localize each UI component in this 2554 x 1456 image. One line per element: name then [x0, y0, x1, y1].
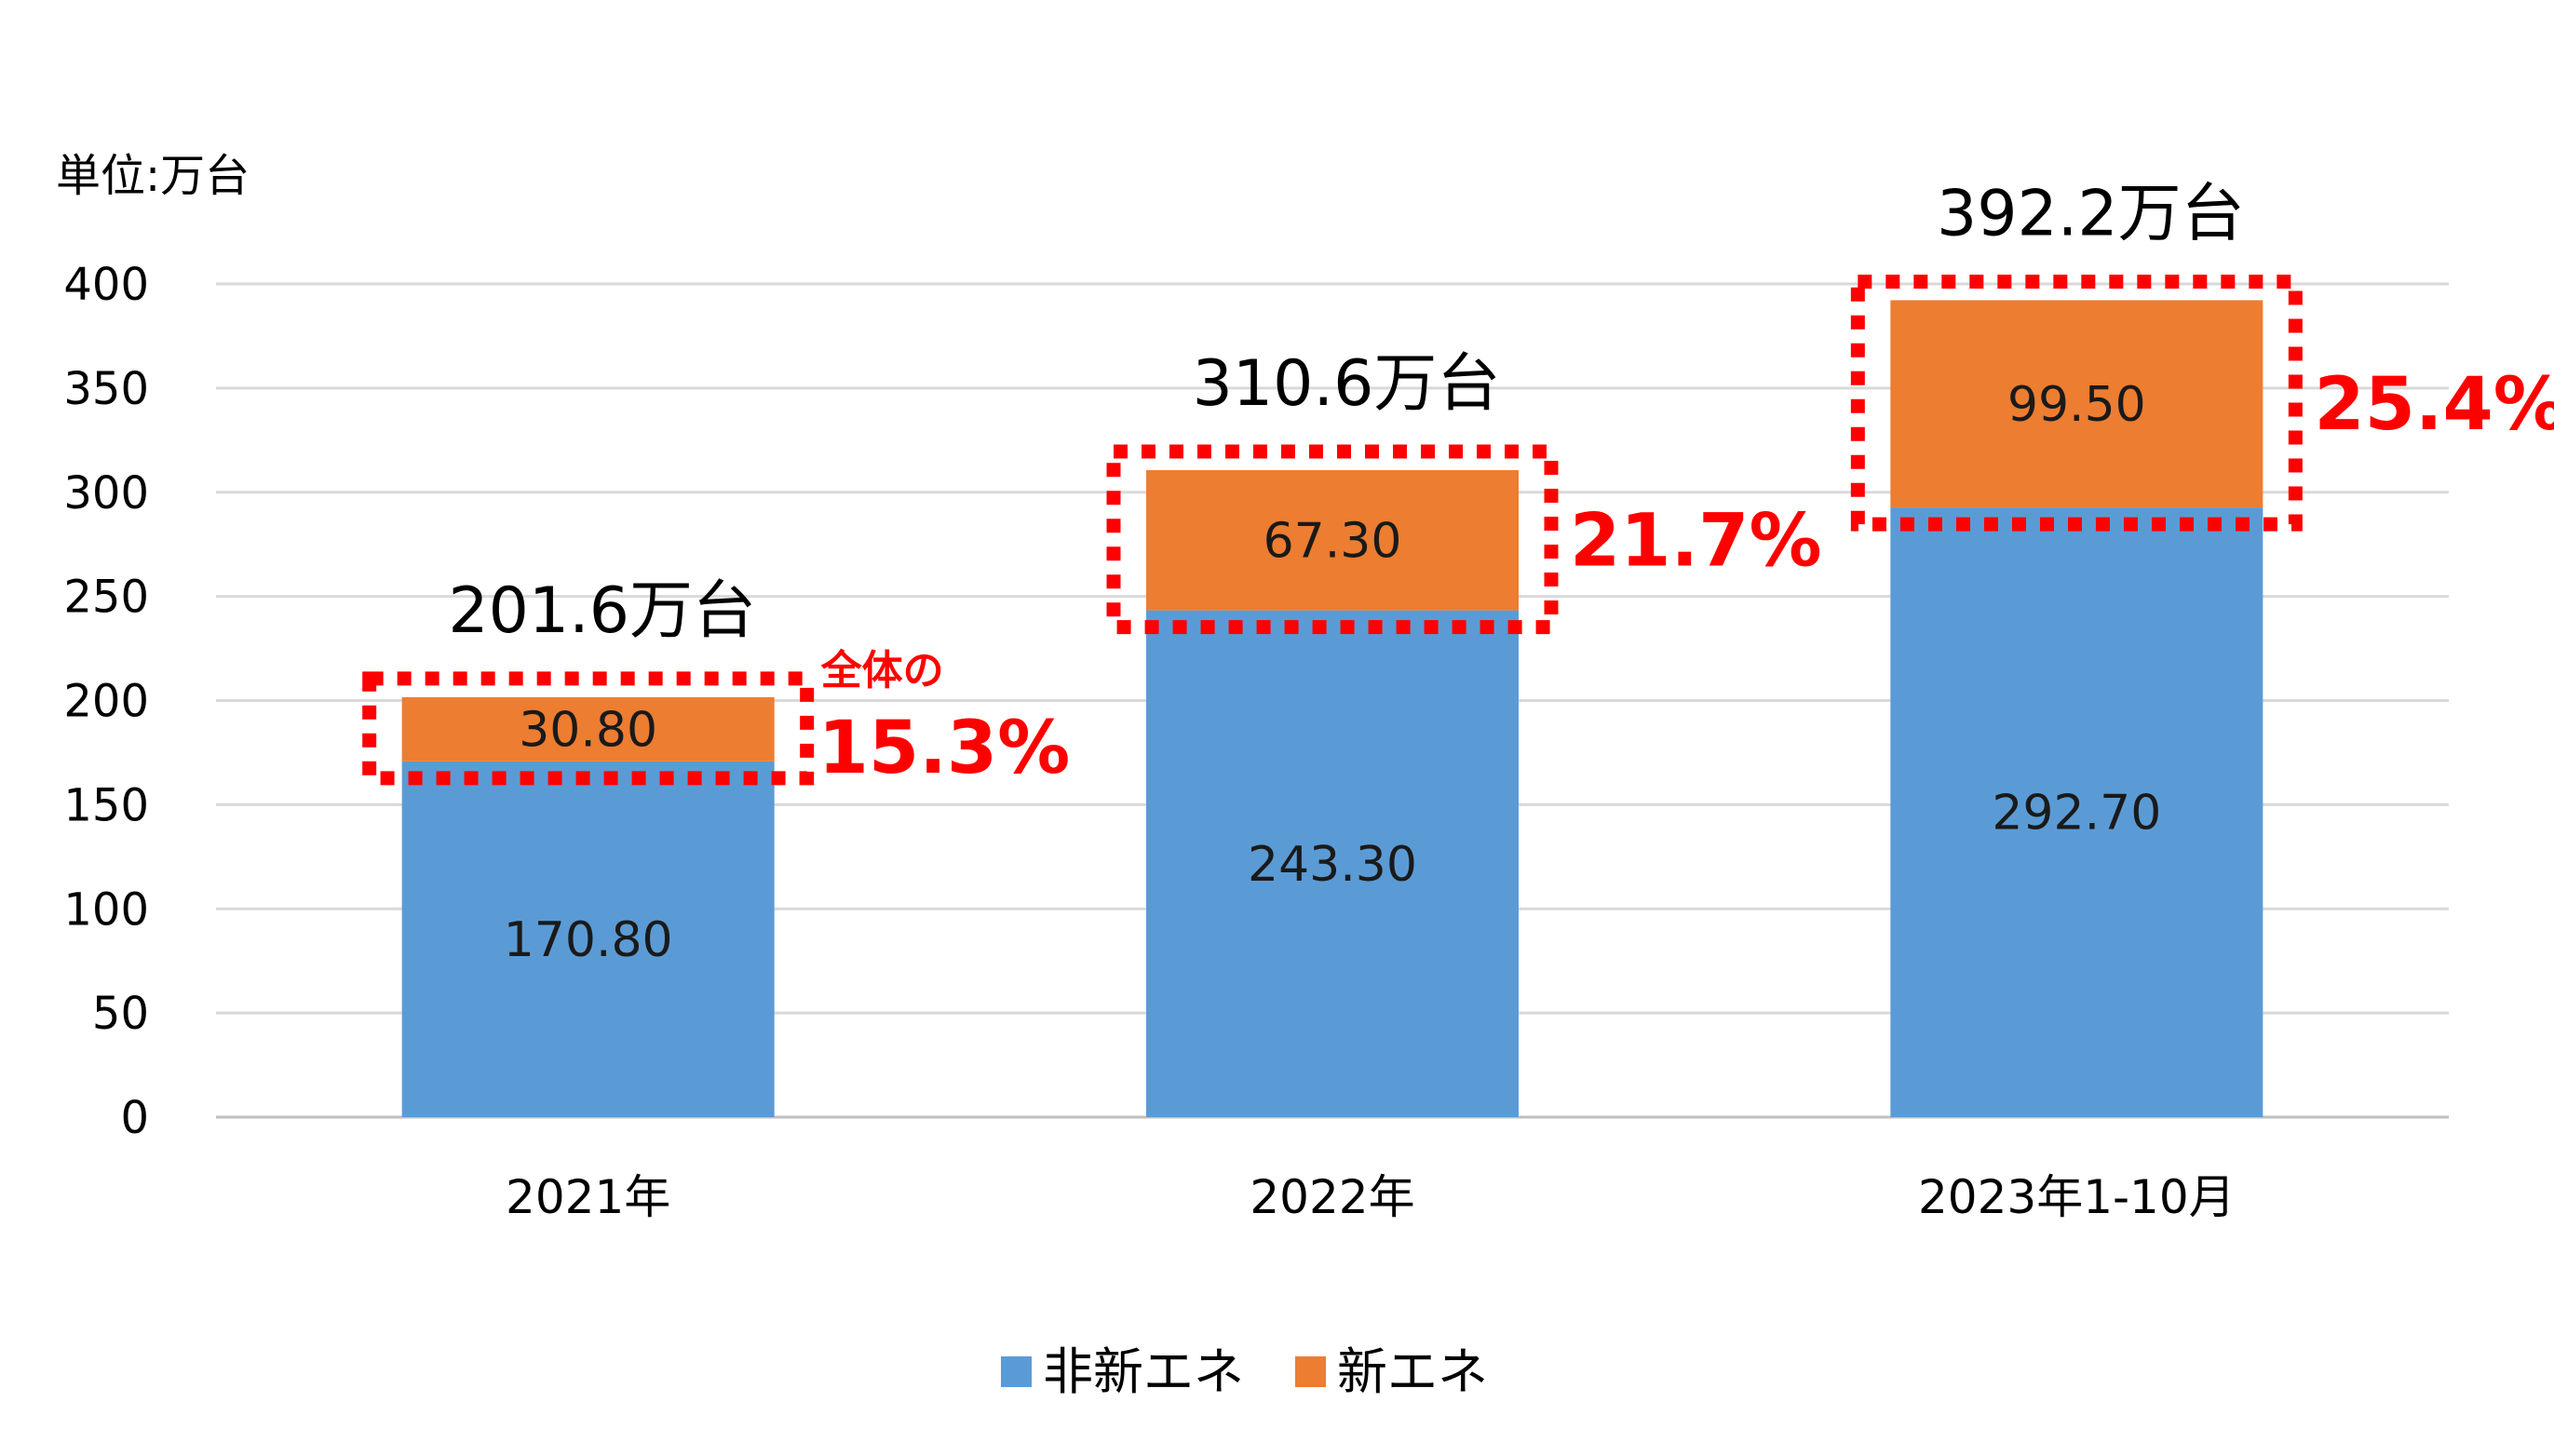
- bar-segment: [1146, 610, 1519, 1117]
- annotations: 全体の 15.3% 21.7% 25.4%: [362, 274, 2554, 790]
- bar-segment: [1890, 507, 2263, 1117]
- segment-value-label: 170.80: [504, 912, 673, 968]
- y-tick-label: 100: [63, 883, 149, 936]
- y-tick-label: 200: [63, 676, 149, 728]
- total-label: 392.2万台: [1937, 177, 2245, 250]
- segment-value-label: 292.70: [1992, 786, 2161, 842]
- bar-segment: [1146, 470, 1519, 611]
- legend-swatch: [1295, 1356, 1326, 1387]
- segment-value-label: 243.30: [1248, 837, 1417, 893]
- y-axis-ticks: 0 50 100 150 200 250 300 350 400: [63, 259, 149, 1144]
- y-tick-label: 150: [63, 779, 149, 831]
- total-label: 201.6万台: [448, 574, 756, 648]
- x-category-label: 2022年: [1250, 1170, 1414, 1224]
- highlight-box: [362, 671, 815, 786]
- segment-value-label: 99.50: [2007, 377, 2146, 433]
- bar-segment: [1890, 300, 2263, 508]
- x-category-label: 2021年: [506, 1170, 670, 1224]
- bars: [401, 300, 2263, 1117]
- segment-value-label: 30.80: [519, 702, 657, 758]
- y-tick-label: 400: [63, 259, 149, 311]
- share-prefix-label: 全体の: [820, 647, 944, 694]
- y-tick-label: 350: [63, 363, 149, 415]
- data-labels: 170.80 30.80 201.6万台 243.30 67.30 310.6万台 292.…: [448, 177, 2244, 967]
- total-label: 310.6万台: [1193, 347, 1501, 421]
- x-category-label: 2023年1-10月: [1918, 1170, 2236, 1224]
- legend-label: 非新エネ: [1043, 1342, 1244, 1401]
- y-tick-label: 50: [92, 988, 149, 1040]
- bar-segment: [401, 761, 775, 1117]
- y-tick-label: 0: [120, 1092, 149, 1144]
- segment-value-label: 67.30: [1263, 513, 1402, 569]
- legend: 非新エネ 新エネ: [1001, 1342, 1488, 1401]
- y-tick-label: 250: [63, 572, 149, 624]
- x-axis-categories: 2021年 2022年 2023年1-10月: [506, 1170, 2236, 1224]
- y-tick-label: 300: [63, 467, 149, 519]
- share-percent-label: 25.4%: [2314, 363, 2554, 447]
- bar-segment: [401, 696, 775, 762]
- legend-label: 新エネ: [1337, 1342, 1488, 1401]
- share-percent-label: 21.7%: [1570, 499, 1822, 583]
- share-percent-label: 15.3%: [818, 707, 1071, 790]
- unit-label: 単位:万台: [56, 150, 250, 202]
- highlight-box: [1850, 274, 2303, 532]
- legend-swatch: [1001, 1356, 1032, 1387]
